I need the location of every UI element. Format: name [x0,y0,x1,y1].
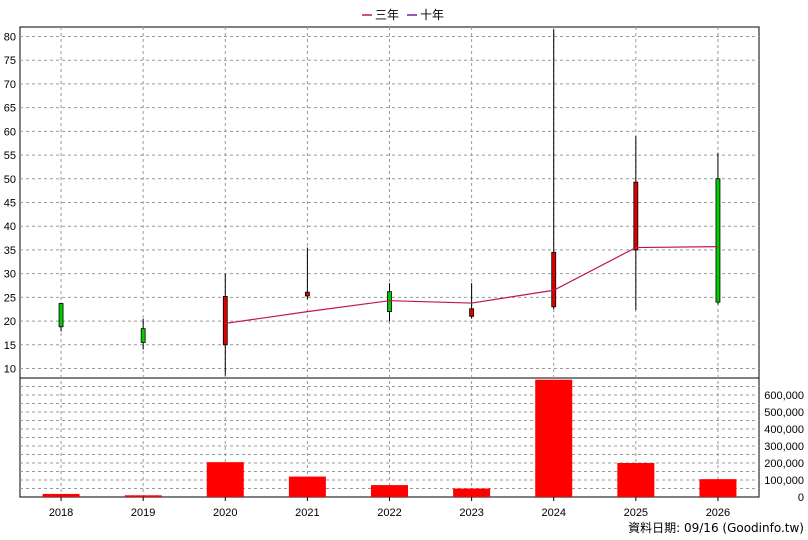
x-axis: 2018 2019 2020 2021 2022 2023 2024 2025 2026 [49,497,730,519]
volume-bar-2021 [288,476,326,497]
legend-label-ten-year: 十年 [420,8,444,22]
candle-body [469,308,475,317]
candle-body [140,328,146,343]
volume-tick-label: 200,000 [764,458,804,470]
price-tick-label: 55 [4,150,16,162]
data-date-credit: 資料日期: 09/16 (Goodinfo.tw) [628,521,804,535]
x-tick-label: 2025 [624,507,648,519]
price-tick-label: 80 [4,31,16,43]
price-tick-label: 30 [4,269,16,281]
legend: 三年 十年 [362,8,444,22]
candle-body [222,296,228,346]
price-tick-label: 25 [4,292,16,304]
volume-bar-2023 [453,488,491,497]
volume-y-axis: 0 100,000 200,000 300,000 400,000 500,000 600,… [764,390,804,504]
volume-bar-2025 [617,463,655,497]
price-tick-label: 75 [4,55,16,67]
x-tick-label: 2020 [213,507,237,519]
volume-bar-2018 [42,493,80,497]
volume-bars [42,379,737,497]
x-tick-label: 2024 [541,507,565,519]
candle-body [304,291,310,297]
three-year-line-path [225,246,718,325]
price-tick-label: 35 [4,245,16,257]
price-tick-label: 60 [4,126,16,138]
volume-tick-label: 100,000 [764,475,804,487]
x-tick-label: 2021 [295,507,319,519]
x-tick-label: 2022 [377,507,401,519]
price-tick-label: 45 [4,198,16,210]
candle-2023 [469,283,475,319]
legend-label-three-year: 三年 [375,8,399,22]
candle-2018 [58,302,64,332]
volume-tick-label: 0 [798,492,804,504]
candle-body [387,291,392,312]
price-tick-label: 20 [4,316,16,328]
candles [58,29,721,376]
price-tick-label: 40 [4,221,16,233]
candle-body [551,251,557,308]
candle-2025 [633,136,639,311]
volume-tick-label: 500,000 [764,407,804,419]
candle-body [633,181,639,251]
volume-bar-2019 [124,495,162,497]
price-tick-label: 70 [4,79,16,91]
volume-tick-label: 300,000 [764,441,804,453]
price-y-axis: 10 15 20 25 30 35 40 45 50 55 60 65 70 75 80 [4,31,16,375]
candle-2020 [222,273,228,376]
x-tick-label: 2026 [706,507,730,519]
price-tick-label: 10 [4,364,16,376]
candle-2021 [304,247,310,300]
x-tick-label: 2023 [459,507,483,519]
volume-bar-2022 [371,485,408,497]
candle-2024 [551,29,557,310]
volume-bar-2020 [206,462,244,497]
vertical-grid [60,27,719,497]
candle-2026 [715,152,721,305]
price-tick-label: 65 [4,103,16,115]
three-year-line [225,246,718,325]
candle-2019 [140,318,146,350]
candle-body [58,303,64,328]
price-tick-label: 50 [4,174,16,186]
x-tick-label: 2018 [49,507,73,519]
volume-bar-2026 [699,479,737,497]
volume-bar-2024 [535,379,573,497]
volume-tick-label: 600,000 [764,390,804,402]
volume-tick-label: 400,000 [764,424,804,436]
x-tick-label: 2019 [131,507,155,519]
price-tick-label: 15 [4,340,16,352]
candle-2022 [387,283,392,322]
candle-body [715,178,721,303]
